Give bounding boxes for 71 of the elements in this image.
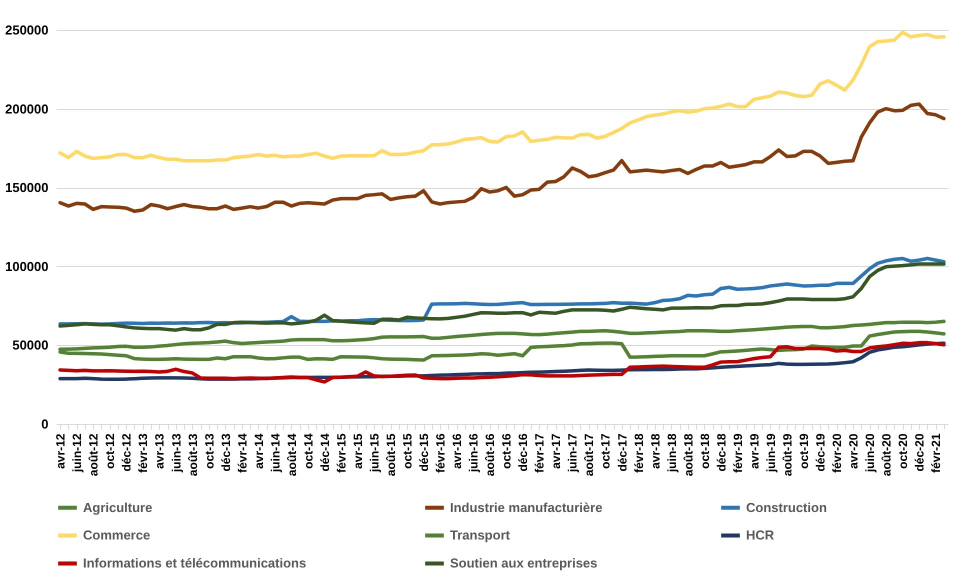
x-tick-label: juin-15 (367, 433, 382, 474)
x-tick-label: oct-19 (796, 433, 811, 469)
x-tick-label: févr-16 (434, 433, 448, 473)
x-tick-label: déc-15 (417, 433, 432, 472)
x-tick-label: août-19 (780, 433, 794, 476)
legend-label: Informations et télécommunications (83, 556, 306, 570)
x-tick-label: avr-16 (450, 433, 464, 469)
y-tick-label: 0 (41, 416, 48, 432)
x-tick-label: déc-14 (318, 433, 332, 472)
x-tick-label: déc-16 (516, 433, 530, 472)
x-tick-label: juin-17 (566, 433, 580, 474)
y-tick-label: 150000 (5, 180, 48, 196)
x-tick-label: oct-15 (400, 433, 415, 469)
legend-label: Commerce (83, 528, 150, 542)
x-tick-label: févr-21 (929, 433, 944, 473)
x-tick-label: févr-15 (334, 433, 348, 473)
line-series (58, 262, 946, 332)
x-tick-label: févr-18 (632, 433, 646, 473)
x-tick-label: avr-15 (350, 433, 365, 469)
legend-label: Transport (450, 528, 511, 542)
x-tick-label: avr-20 (846, 433, 861, 469)
x-tick-label: févr-20 (830, 433, 844, 473)
x-tick-label: juin-20 (863, 433, 878, 474)
y-tick-label: 200000 (5, 101, 48, 116)
legend-label: Industrie manufacturière (450, 500, 602, 515)
x-tick-label: avr-18 (648, 433, 662, 469)
legend-label: Soutien aux entreprises (450, 556, 598, 570)
y-tick-label: 50000 (12, 338, 48, 353)
x-tick-label: août-20 (880, 433, 894, 476)
x-tick-label: août-17 (582, 433, 596, 476)
x-tick-label: juin-13 (169, 433, 184, 474)
x-tick-label: juin-19 (764, 433, 778, 474)
x-tick-label: août-16 (483, 433, 498, 476)
x-tick-label: août-14 (284, 433, 299, 476)
x-tick-label: août-12 (86, 433, 101, 476)
x-tick-label: déc-19 (813, 433, 828, 472)
x-tick-label: oct-18 (698, 433, 712, 469)
x-tick-label: avr-12 (54, 433, 68, 469)
x-tick-label: oct-12 (103, 433, 118, 469)
legend-label: Construction (746, 500, 827, 515)
x-tick-label: juin-12 (70, 433, 84, 474)
y-tick-label: 100000 (5, 258, 48, 274)
x-tick-label: déc-20 (912, 433, 927, 472)
x-tick-label: juin-18 (664, 433, 679, 474)
x-tick-label: oct-20 (896, 433, 910, 469)
x-tick-label: févr-13 (136, 433, 150, 473)
x-tick-label: juin-16 (466, 433, 481, 474)
x-tick-label: févr-14 (235, 433, 250, 473)
x-tick-label: déc-18 (714, 433, 728, 472)
x-tick-label: févr-17 (532, 433, 547, 473)
x-tick-label: août-18 (681, 433, 696, 476)
legend-label: Agriculture (83, 500, 152, 515)
x-tick-label: avr-14 (252, 433, 266, 469)
x-tick-label: août-13 (186, 433, 200, 476)
x-tick-label: avr-19 (747, 433, 762, 469)
x-tick-label: févr-19 (730, 433, 745, 473)
x-tick-label: oct-16 (500, 433, 514, 469)
x-tick-label: oct-13 (202, 433, 216, 469)
x-tick-label: déc-12 (120, 433, 134, 472)
x-tick-label: avr-17 (549, 433, 564, 469)
x-tick-label: déc-17 (615, 433, 630, 472)
x-tick-label: août-15 (384, 433, 398, 476)
line-series (58, 30, 946, 163)
x-tick-label: oct-17 (598, 433, 613, 469)
x-tick-label: oct-14 (301, 433, 316, 469)
legend-label: HCR (746, 528, 775, 542)
x-tick-label: avr-13 (152, 433, 167, 469)
x-tick-label: juin-14 (268, 433, 282, 474)
y-tick-label: 250000 (5, 22, 48, 38)
line-series (58, 102, 946, 213)
x-tick-label: déc-13 (218, 433, 233, 472)
